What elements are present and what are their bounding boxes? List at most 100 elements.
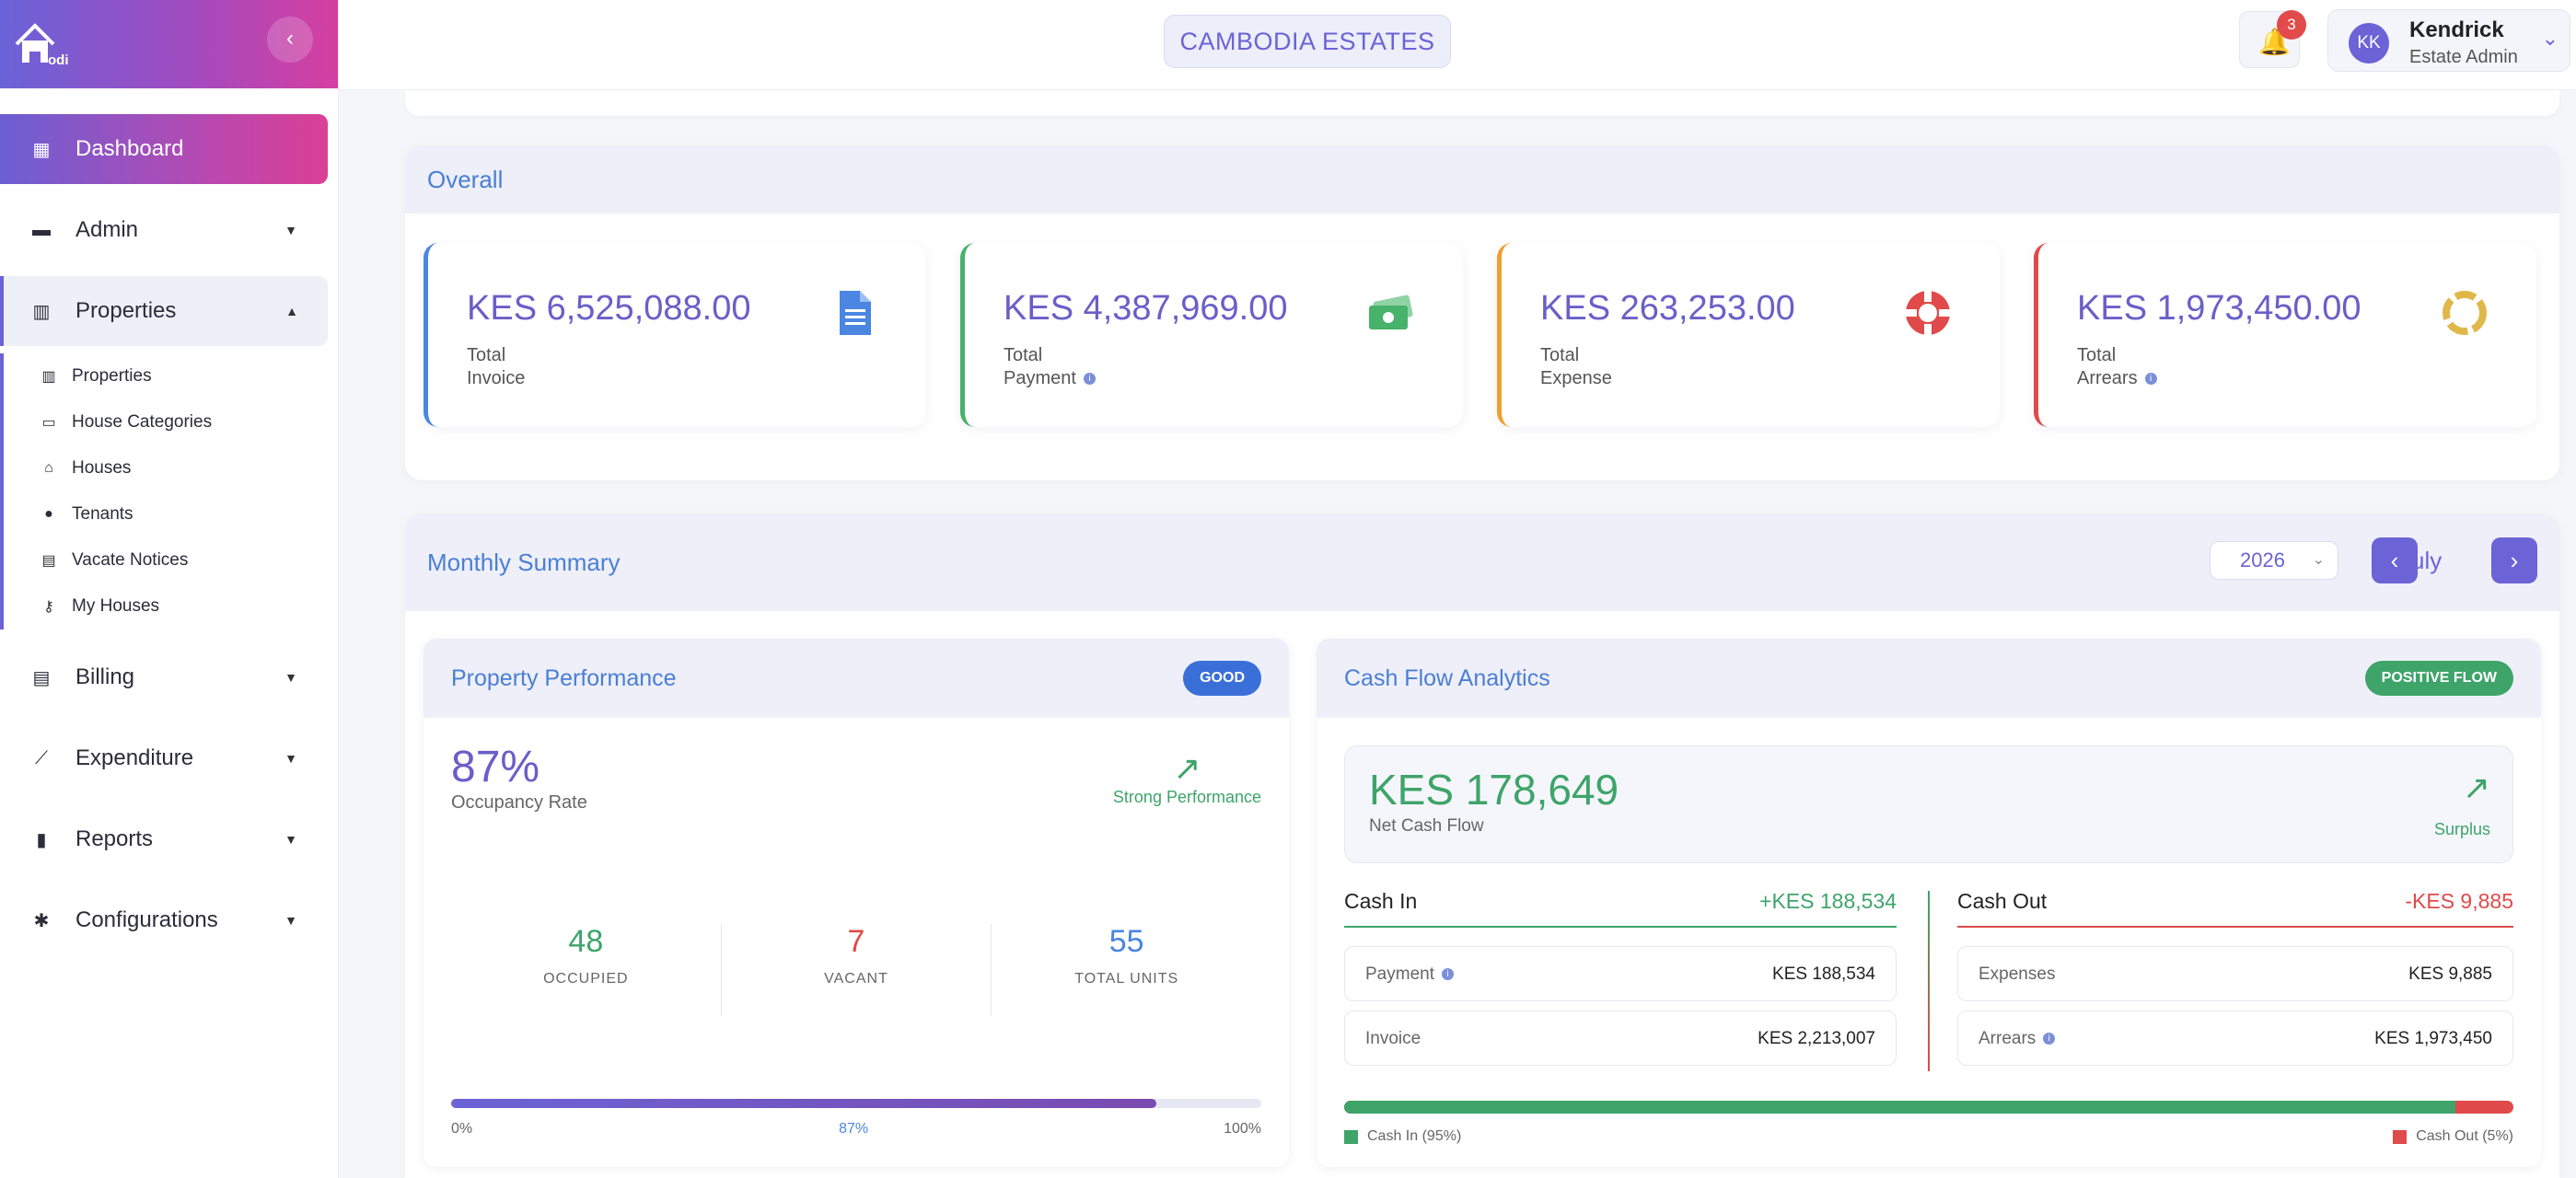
cash-out-total: -KES 9,885 [2405,889,2513,913]
prev-month-button[interactable]: ‹ [2372,537,2418,583]
cash-flow-ratio-bar [1344,1101,2513,1114]
occupied-label: OCCUPIED [543,971,629,987]
estate-name-badge[interactable]: CAMBODIA ESTATES [1164,15,1451,68]
submenu-item-properties[interactable]: ▥ Properties [4,353,328,399]
bar-chart-icon: ▮ [36,829,47,850]
sidebar-item-label: Properties [75,298,177,323]
user-menu[interactable]: KK Kendrick Estate Admin ⌄ [2327,9,2570,72]
occupancy-progress-fill [451,1099,1156,1108]
sidebar-item-label: Reports [75,826,154,851]
cash-out-section: Cash Out -KES 9,885 Expenses KES 9,885 A… [1957,882,2513,1066]
net-cash-flow-value: KES 178,649 [1369,766,1619,814]
sidebar-item-reports[interactable]: ▮ Reports ▼ [0,804,327,874]
topbar: CAMBODIA ESTATES 🔔 3 KK Kendrick Estate … [339,0,2576,90]
occupancy-rate-label: Occupancy Rate [451,792,587,813]
logo-text: odi [48,52,68,68]
sidebar-item-configurations[interactable]: ✱ Configurations ▼ [0,885,327,955]
submenu-item-houses[interactable]: ⌂ Houses [4,445,328,491]
sidebar-item-expenditure[interactable]: ⟋ Expenditure ▼ [0,723,327,793]
units-summary: 48 OCCUPIED 7 VACANT 55 TOTAL UNITS [451,924,1261,1016]
next-month-button[interactable]: › [2491,537,2537,583]
sidebar-item-billing[interactable]: ▤ Billing ▼ [0,642,327,712]
legend-cash-in: Cash In (95%) [1344,1128,1461,1145]
chevron-down-icon: ⌄ [2312,552,2325,568]
notice-icon: ▤ [41,553,56,569]
progress-max-label: 100% [1224,1121,1261,1137]
info-icon[interactable]: i [1083,373,1096,386]
vacant-value: 7 [847,924,865,959]
user-name: Kendrick [2409,17,2504,42]
total-units-stat: 55 TOTAL UNITS [992,924,1261,1016]
cash-out-swatch [2393,1129,2408,1144]
notification-count-badge: 3 [2277,10,2306,40]
submenu-item-label: Houses [72,458,132,478]
total-expense-card[interactable]: KES 263,253.00 Total Expense [1497,243,2000,427]
total-units-value: 55 [1108,924,1144,959]
invoice-document-icon [840,291,871,335]
submenu-item-tenants[interactable]: ● Tenants [4,491,328,537]
sidebar-item-label: Admin [75,217,139,242]
notifications-button[interactable]: 🔔 3 [2239,10,2306,68]
cash-in-payment-row[interactable]: Payment i KES 188,534 [1344,946,1897,1001]
cash-out-expenses-row[interactable]: Expenses KES 9,885 [1957,946,2513,1001]
sidebar-item-label: Configurations [75,907,218,932]
vacant-stat: 7 VACANT [722,924,992,1016]
sidebar-item-label: Billing [75,664,135,689]
caret-down-icon: ▼ [284,223,297,237]
property-performance-title: Property Performance [451,664,677,691]
legend-cash-out: Cash Out (5%) [2393,1128,2513,1145]
performance-badge: GOOD [1183,661,1261,696]
grid-icon: ▦ [32,139,51,160]
money-icon [1369,294,1413,329]
user-role: Estate Admin [2409,47,2518,67]
sidebar-item-label: Dashboard [75,136,184,161]
key-icon: ⚷ [43,599,54,615]
total-payment-card[interactable]: KES 4,387,969.00 Total Payment i [960,243,1463,427]
cash-flow-badge: POSITIVE FLOW [2364,661,2513,696]
total-invoice-card[interactable]: KES 6,525,088.00 Total Invoice [424,243,926,427]
cash-in-header: Cash In +KES 188,534 [1344,882,1897,928]
stat-label: Total Expense [1540,345,1612,388]
occupancy-progress-bar [451,1099,1261,1108]
row-label: Invoice [1365,1029,1421,1048]
cash-out-arrears-row[interactable]: Arrears i KES 1,973,450 [1957,1011,2513,1066]
net-cash-flow-box: KES 178,649 Net Cash Flow ↗ Surplus [1344,745,2513,863]
info-icon[interactable]: i [2144,373,2157,386]
submenu-item-house-categories[interactable]: ▭ House Categories [4,399,328,445]
info-icon[interactable]: i [1441,968,1454,981]
sidebar-item-properties[interactable]: ▥ Properties ▲ [0,276,328,346]
row-value: KES 188,534 [1772,964,1875,984]
sidebar: odi ‹ ▦ Dashboard ▬ Admin ▼ ▥ Properties… [0,0,339,1178]
total-arrears-card[interactable]: KES 1,973,450.00 Total Arrears i [2034,243,2536,427]
cash-in-title: Cash In [1344,889,1418,913]
sidebar-item-admin[interactable]: ▬ Admin ▼ [0,195,327,265]
cash-in-invoice-row[interactable]: Invoice KES 2,213,007 [1344,1011,1897,1066]
monthly-summary-title: Monthly Summary [405,514,2559,611]
stat-label: Total Payment i [1004,344,1096,390]
brand-header: odi ‹ [0,0,338,88]
performance-trend: ↗ Strong Performance [1113,749,1261,807]
logo-icon[interactable]: odi [13,17,68,68]
cash-flow-header: Cash Flow Analytics POSITIVE FLOW [1317,639,2541,718]
person-icon: ● [44,506,53,522]
collapse-sidebar-button[interactable]: ‹ [267,17,313,63]
caret-down-icon: ▼ [284,913,297,928]
caret-down-icon: ▼ [284,832,297,847]
submenu-item-vacate-notices[interactable]: ▤ Vacate Notices [4,537,328,583]
stat-value: KES 263,253.00 [1540,289,1795,328]
occupied-value: 48 [568,924,604,959]
trend-label: Strong Performance [1112,788,1261,806]
line-chart-icon: ⟋ [35,747,48,768]
properties-submenu: ▥ Properties ▭ House Categories ⌂ Houses… [0,353,328,629]
info-icon[interactable]: i [2043,1033,2056,1045]
occupied-stat: 48 OCCUPIED [451,924,722,1016]
cash-in-section: Cash In +KES 188,534 Payment i KES 188,53… [1344,882,1897,1066]
surplus-label: Surplus [2433,820,2490,838]
sidebar-item-dashboard[interactable]: ▦ Dashboard [0,114,328,184]
occupancy-rate-value: 87% [451,743,540,791]
cash-out-title: Cash Out [1957,889,2048,913]
cash-flow-title: Cash Flow Analytics [1344,664,1550,691]
overall-title: Overall [405,145,2559,214]
submenu-item-my-houses[interactable]: ⚷ My Houses [4,583,328,629]
year-select[interactable]: 2026 ⌄ [2210,541,2338,580]
